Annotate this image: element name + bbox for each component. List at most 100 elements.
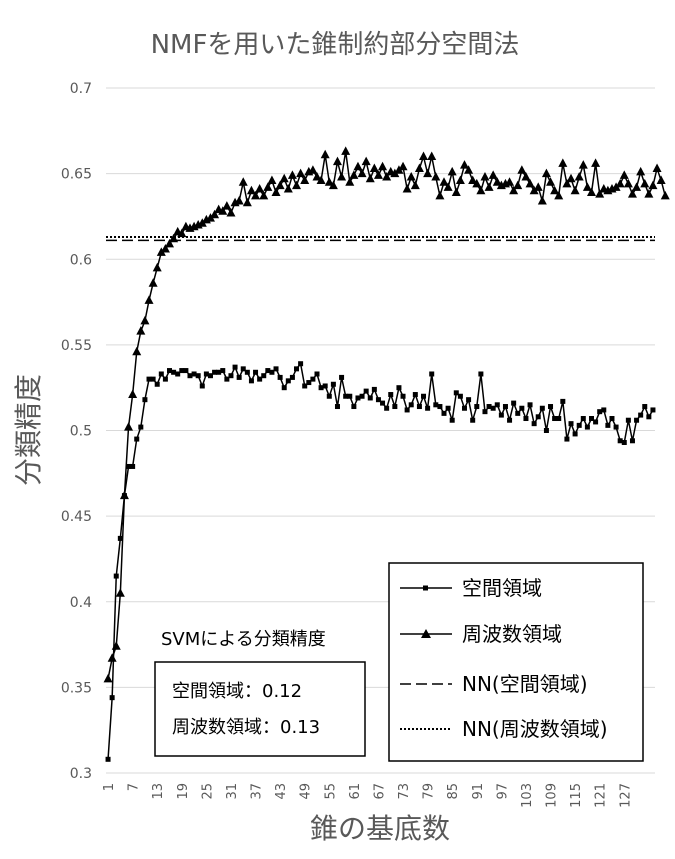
x-tick-label: 109: [545, 783, 560, 808]
data-point: [582, 182, 592, 191]
data-point: [130, 463, 136, 469]
data-point: [353, 161, 363, 171]
data-point: [216, 369, 222, 375]
x-tick-label: 79: [422, 783, 437, 800]
data-point: [388, 392, 394, 398]
data-point: [197, 218, 207, 227]
data-point: [619, 170, 629, 179]
legend-label-frequency: 周波数領域: [462, 622, 562, 646]
data-point: [115, 588, 125, 597]
data-point: [312, 172, 322, 181]
x-tick-label: 67: [372, 783, 387, 800]
data-point: [218, 206, 228, 215]
data-point: [222, 201, 232, 210]
legend-box: [388, 562, 644, 762]
data-point: [478, 371, 484, 377]
data-point: [398, 161, 408, 171]
legend-label-spatial: 空間領域: [462, 576, 542, 600]
series-frequency: [103, 146, 670, 683]
x-tick-label: 121: [594, 783, 609, 808]
data-point: [165, 238, 175, 248]
data-point: [482, 409, 488, 415]
data-point: [339, 374, 345, 380]
x-tick-label: 7: [127, 783, 142, 791]
data-point: [111, 641, 121, 650]
data-point: [459, 160, 469, 169]
data-point: [601, 407, 607, 413]
data-point: [429, 371, 435, 377]
data-point: [556, 416, 562, 422]
data-point: [416, 404, 422, 410]
data-point: [330, 381, 336, 387]
data-point: [187, 373, 193, 379]
x-axis: 1 7 13 19 25 31 37 43 49 55 61 67 73 79 85 91 97 103 109 11…: [102, 783, 633, 808]
data-point: [134, 436, 140, 442]
data-point: [552, 416, 558, 422]
data-point: [505, 177, 515, 186]
data-point: [378, 161, 388, 171]
data-point: [375, 397, 381, 403]
data-point: [488, 170, 498, 179]
data-point: [269, 369, 275, 375]
data-point: [541, 168, 551, 178]
data-point: [615, 178, 625, 188]
data-point: [126, 463, 132, 469]
data-point: [394, 165, 404, 174]
data-point: [638, 412, 644, 418]
data-point: [298, 361, 304, 367]
y-tick-label: 0.7: [70, 81, 92, 97]
data-point: [439, 177, 449, 186]
data-point: [406, 172, 416, 181]
x-tick-label: 43: [274, 783, 289, 800]
data-point: [310, 376, 316, 382]
data-point: [119, 490, 129, 500]
data-point: [494, 402, 500, 408]
x-tick-label: 13: [151, 783, 166, 800]
data-point: [316, 175, 326, 184]
data-point: [199, 383, 205, 389]
data-point: [255, 184, 265, 193]
data-point: [629, 438, 635, 444]
data-point: [162, 376, 168, 382]
data-point: [636, 166, 646, 176]
y-tick-label: 0.45: [61, 509, 92, 525]
data-point: [300, 175, 310, 184]
data-point: [146, 376, 152, 382]
data-point: [640, 178, 650, 188]
data-point: [224, 376, 230, 382]
data-point: [521, 172, 531, 181]
data-point: [464, 165, 474, 174]
data-point: [136, 326, 146, 335]
annotation-box: [154, 661, 366, 757]
data-point: [576, 422, 582, 428]
data-point: [228, 373, 234, 379]
data-point: [359, 393, 365, 399]
data-point: [484, 182, 494, 191]
series-layer: [103, 146, 670, 762]
data-point: [361, 156, 371, 166]
data-point: [287, 170, 297, 179]
data-point: [357, 168, 367, 178]
data-point: [650, 407, 656, 413]
data-point: [373, 170, 383, 179]
data-point: [648, 180, 658, 190]
data-point: [617, 438, 623, 444]
data-point: [597, 409, 603, 415]
data-point: [509, 185, 519, 195]
data-point: [466, 397, 472, 403]
data-point: [203, 371, 209, 377]
data-point: [455, 175, 465, 184]
data-point: [271, 187, 281, 196]
data-point: [195, 373, 201, 379]
data-point: [337, 172, 347, 181]
data-point: [314, 371, 320, 377]
data-point: [140, 315, 150, 325]
data-point: [226, 208, 236, 217]
x-tick-label: 85: [446, 783, 461, 800]
y-tick-label: 0.4: [70, 595, 92, 611]
data-point: [423, 168, 433, 178]
data-point: [652, 163, 662, 172]
data-point: [427, 151, 437, 160]
data-point: [150, 376, 156, 382]
data-point: [445, 405, 451, 411]
